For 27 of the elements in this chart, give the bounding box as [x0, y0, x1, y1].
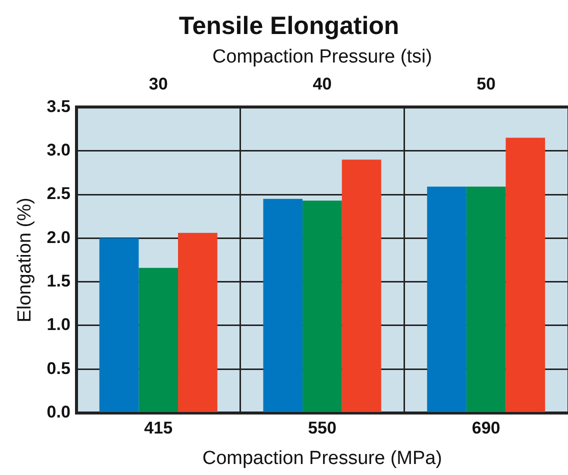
bar	[302, 200, 342, 412]
y-tick-label: 0.5	[46, 358, 70, 378]
bar	[506, 138, 546, 412]
bar	[178, 232, 218, 412]
y-tick-label: 3.5	[46, 96, 70, 116]
y-tick-label: 1.5	[46, 272, 70, 291]
y-tick-label: 0.0	[46, 402, 70, 422]
bar	[427, 186, 466, 412]
x2-tick-label: 40	[312, 74, 332, 94]
x-tick-label: 690	[472, 418, 500, 438]
bar	[138, 268, 178, 412]
x2-axis-title: Compaction Pressure (tsi)	[212, 46, 432, 68]
y-tick-label: 1.0	[46, 315, 70, 334]
y-axis-title: Elongation (%)	[14, 198, 36, 322]
y-tick-label: 2.0	[46, 228, 70, 247]
y-tick-label: 2.5	[46, 184, 70, 204]
x-tick-label: 550	[308, 418, 336, 438]
x2-tick-label: 30	[148, 74, 168, 94]
bar	[99, 238, 139, 412]
x-tick-label: 415	[144, 418, 173, 438]
chart-title: Tensile Elongation	[178, 12, 400, 40]
x2-tick-label: 50	[476, 74, 496, 94]
bar	[466, 186, 506, 412]
bar	[342, 160, 382, 412]
y-tick-label: 3.0	[46, 140, 70, 160]
x-axis-title: Compaction Pressure (MPa)	[202, 448, 442, 469]
bar	[263, 198, 303, 412]
